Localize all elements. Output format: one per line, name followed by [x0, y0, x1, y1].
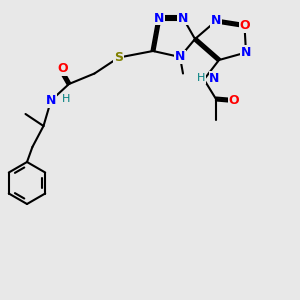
Text: H: H [197, 73, 205, 83]
Text: N: N [211, 14, 221, 28]
Text: N: N [46, 94, 56, 107]
Text: H: H [62, 94, 70, 104]
Text: O: O [239, 19, 250, 32]
Text: S: S [114, 51, 123, 64]
Text: N: N [241, 46, 251, 59]
Text: O: O [58, 62, 68, 76]
Text: O: O [229, 94, 239, 107]
Text: N: N [178, 11, 188, 25]
Text: N: N [175, 50, 185, 64]
Text: N: N [154, 11, 164, 25]
Text: N: N [209, 71, 220, 85]
